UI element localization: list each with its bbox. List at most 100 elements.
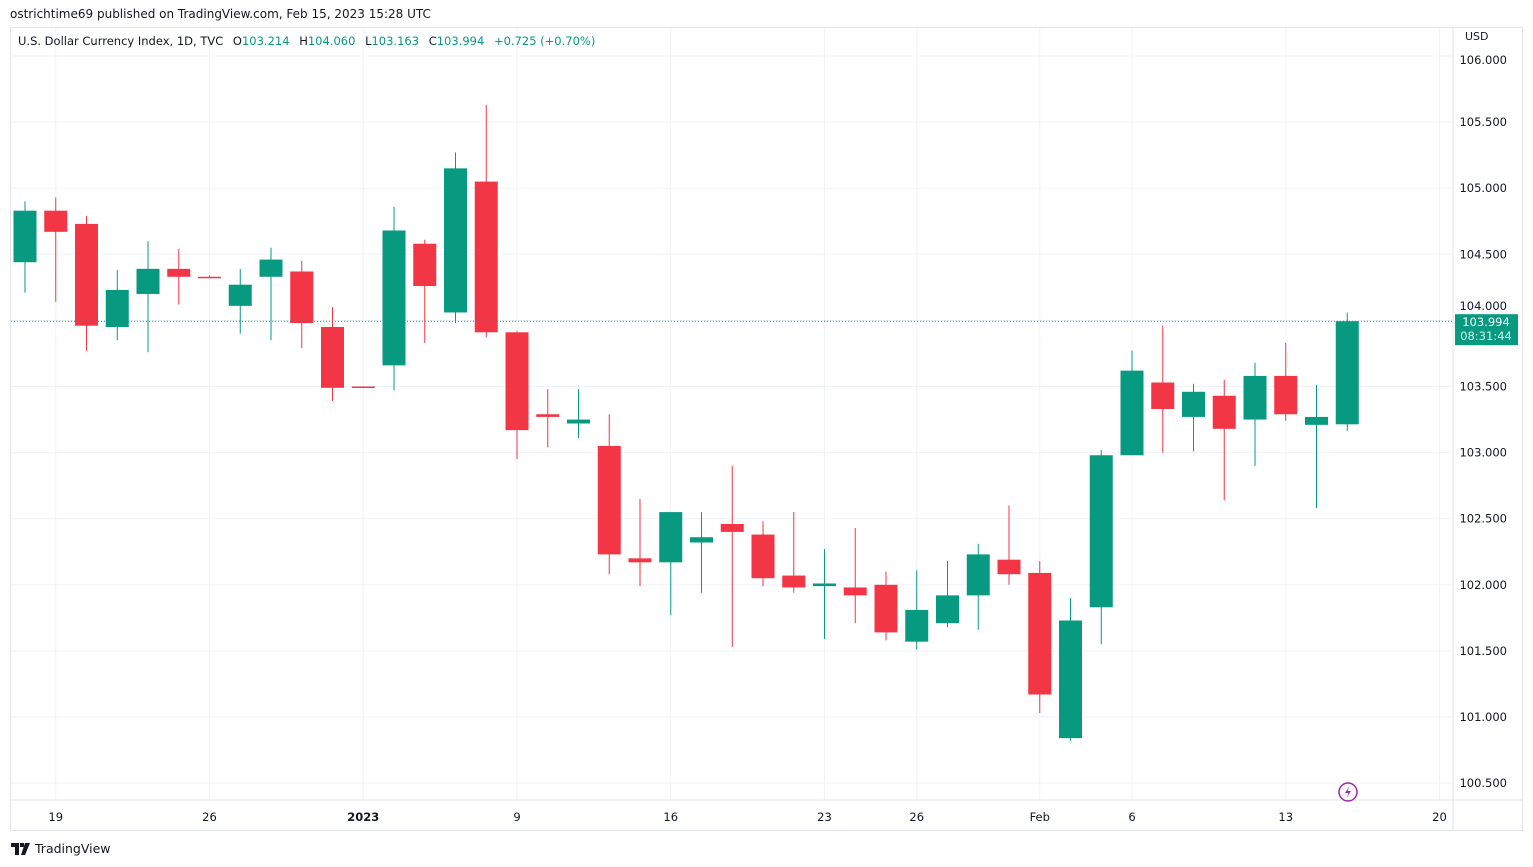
candle [1089, 449, 1113, 645]
y-tick-label: 103.000 [1459, 446, 1507, 460]
candle-body [1274, 375, 1298, 415]
candle-body [1120, 370, 1144, 456]
last-price-badge [1455, 314, 1518, 346]
candle-body [228, 284, 252, 306]
candle-body [321, 327, 344, 388]
candle [936, 561, 959, 628]
chart-legend: U.S. Dollar Currency Index, 1D, TVC O103… [18, 34, 595, 48]
x-tick-label: 16 [663, 810, 678, 824]
candle-body [567, 419, 590, 424]
candle-body [167, 268, 191, 277]
candle-body [259, 259, 283, 277]
candle-body [843, 587, 867, 596]
y-tick-label: 105.500 [1459, 115, 1507, 129]
last-price-value: 103.994 [1462, 315, 1510, 329]
candle-body [1059, 620, 1082, 739]
candle [905, 570, 929, 650]
candle [136, 241, 160, 353]
candle-body [813, 583, 836, 587]
candle-body [444, 168, 467, 313]
candle-body [628, 558, 652, 563]
change-value: +0.725 (+0.70%) [493, 34, 596, 48]
candle-body [936, 595, 959, 624]
candle-body [1151, 382, 1175, 409]
candle-body [105, 289, 129, 328]
candle [13, 201, 37, 293]
candle-body [1182, 391, 1205, 417]
candle [228, 268, 252, 334]
candle-body [13, 210, 37, 263]
y-tick-label: 105.000 [1459, 181, 1507, 195]
candle-body [1243, 375, 1267, 420]
x-tick-label: 2023 [347, 810, 379, 824]
x-tick-label: 26 [909, 810, 924, 824]
candle-body [751, 534, 775, 579]
candle-body [690, 537, 713, 543]
candle-body [966, 554, 990, 596]
open-value: 103.214 [241, 34, 290, 48]
candle [567, 389, 590, 439]
candle [843, 527, 867, 624]
y-tick-label: 104.000 [1459, 299, 1507, 313]
lightning-icon[interactable] [1338, 782, 1358, 802]
candle-body [474, 181, 498, 333]
candle [44, 197, 68, 302]
symbol-title[interactable]: U.S. Dollar Currency Index, 1D, TVC [18, 34, 224, 48]
candle-body [44, 210, 68, 232]
candle [1151, 325, 1175, 453]
y-tick-label: 101.000 [1459, 710, 1507, 724]
y-tick-label: 100.500 [1459, 776, 1507, 790]
high-label: H [299, 34, 308, 48]
y-tick-label: 102.500 [1459, 512, 1507, 526]
candle [321, 307, 344, 402]
x-tick-label: 26 [202, 810, 217, 824]
x-tick-label: Feb [1030, 810, 1050, 824]
candle [474, 104, 498, 338]
candle [628, 498, 652, 587]
published-caption: ostrichtime69 published on TradingView.c… [10, 7, 431, 21]
y-tick-label: 101.500 [1459, 644, 1507, 658]
candle [659, 512, 683, 616]
candle [813, 549, 836, 640]
candle-body [505, 332, 529, 431]
close-value: 103.994 [436, 34, 485, 48]
low-label: L [365, 34, 372, 48]
candle [1182, 383, 1205, 452]
x-tick-label: 13 [1278, 810, 1293, 824]
candle [720, 465, 744, 647]
y-tick-label: 104.500 [1459, 247, 1507, 261]
candle [413, 239, 437, 343]
tradingview-logo-icon [11, 842, 30, 855]
candle-body [1028, 572, 1052, 695]
candle-body [290, 271, 314, 324]
candle [505, 330, 529, 460]
candle [1335, 312, 1359, 432]
candle [874, 571, 898, 641]
candle-body [413, 243, 437, 287]
candle [351, 386, 375, 388]
candle-body [75, 223, 98, 326]
brand-name: TradingView [35, 841, 111, 856]
candle-body [782, 575, 806, 588]
currency-label: USD [1465, 30, 1489, 43]
candle-body [382, 230, 406, 366]
candle-body [1305, 416, 1328, 425]
candle [259, 247, 283, 341]
close-label: C [428, 34, 437, 48]
candle [290, 260, 314, 349]
candle [1028, 561, 1052, 714]
lightning-icon-circle [1338, 782, 1358, 802]
candle [597, 414, 621, 575]
candle-body [905, 609, 929, 642]
candle [1305, 385, 1328, 509]
candle-body [597, 445, 621, 555]
candle-body [198, 276, 221, 279]
high-value: 104.060 [307, 34, 356, 48]
chart-frame [10, 27, 1523, 831]
x-tick-label: 6 [1128, 810, 1135, 824]
candle [198, 275, 221, 279]
candle [1274, 342, 1298, 421]
bar-countdown: 08:31:44 [1460, 329, 1512, 343]
tradingview-brand[interactable]: TradingView [11, 841, 111, 856]
